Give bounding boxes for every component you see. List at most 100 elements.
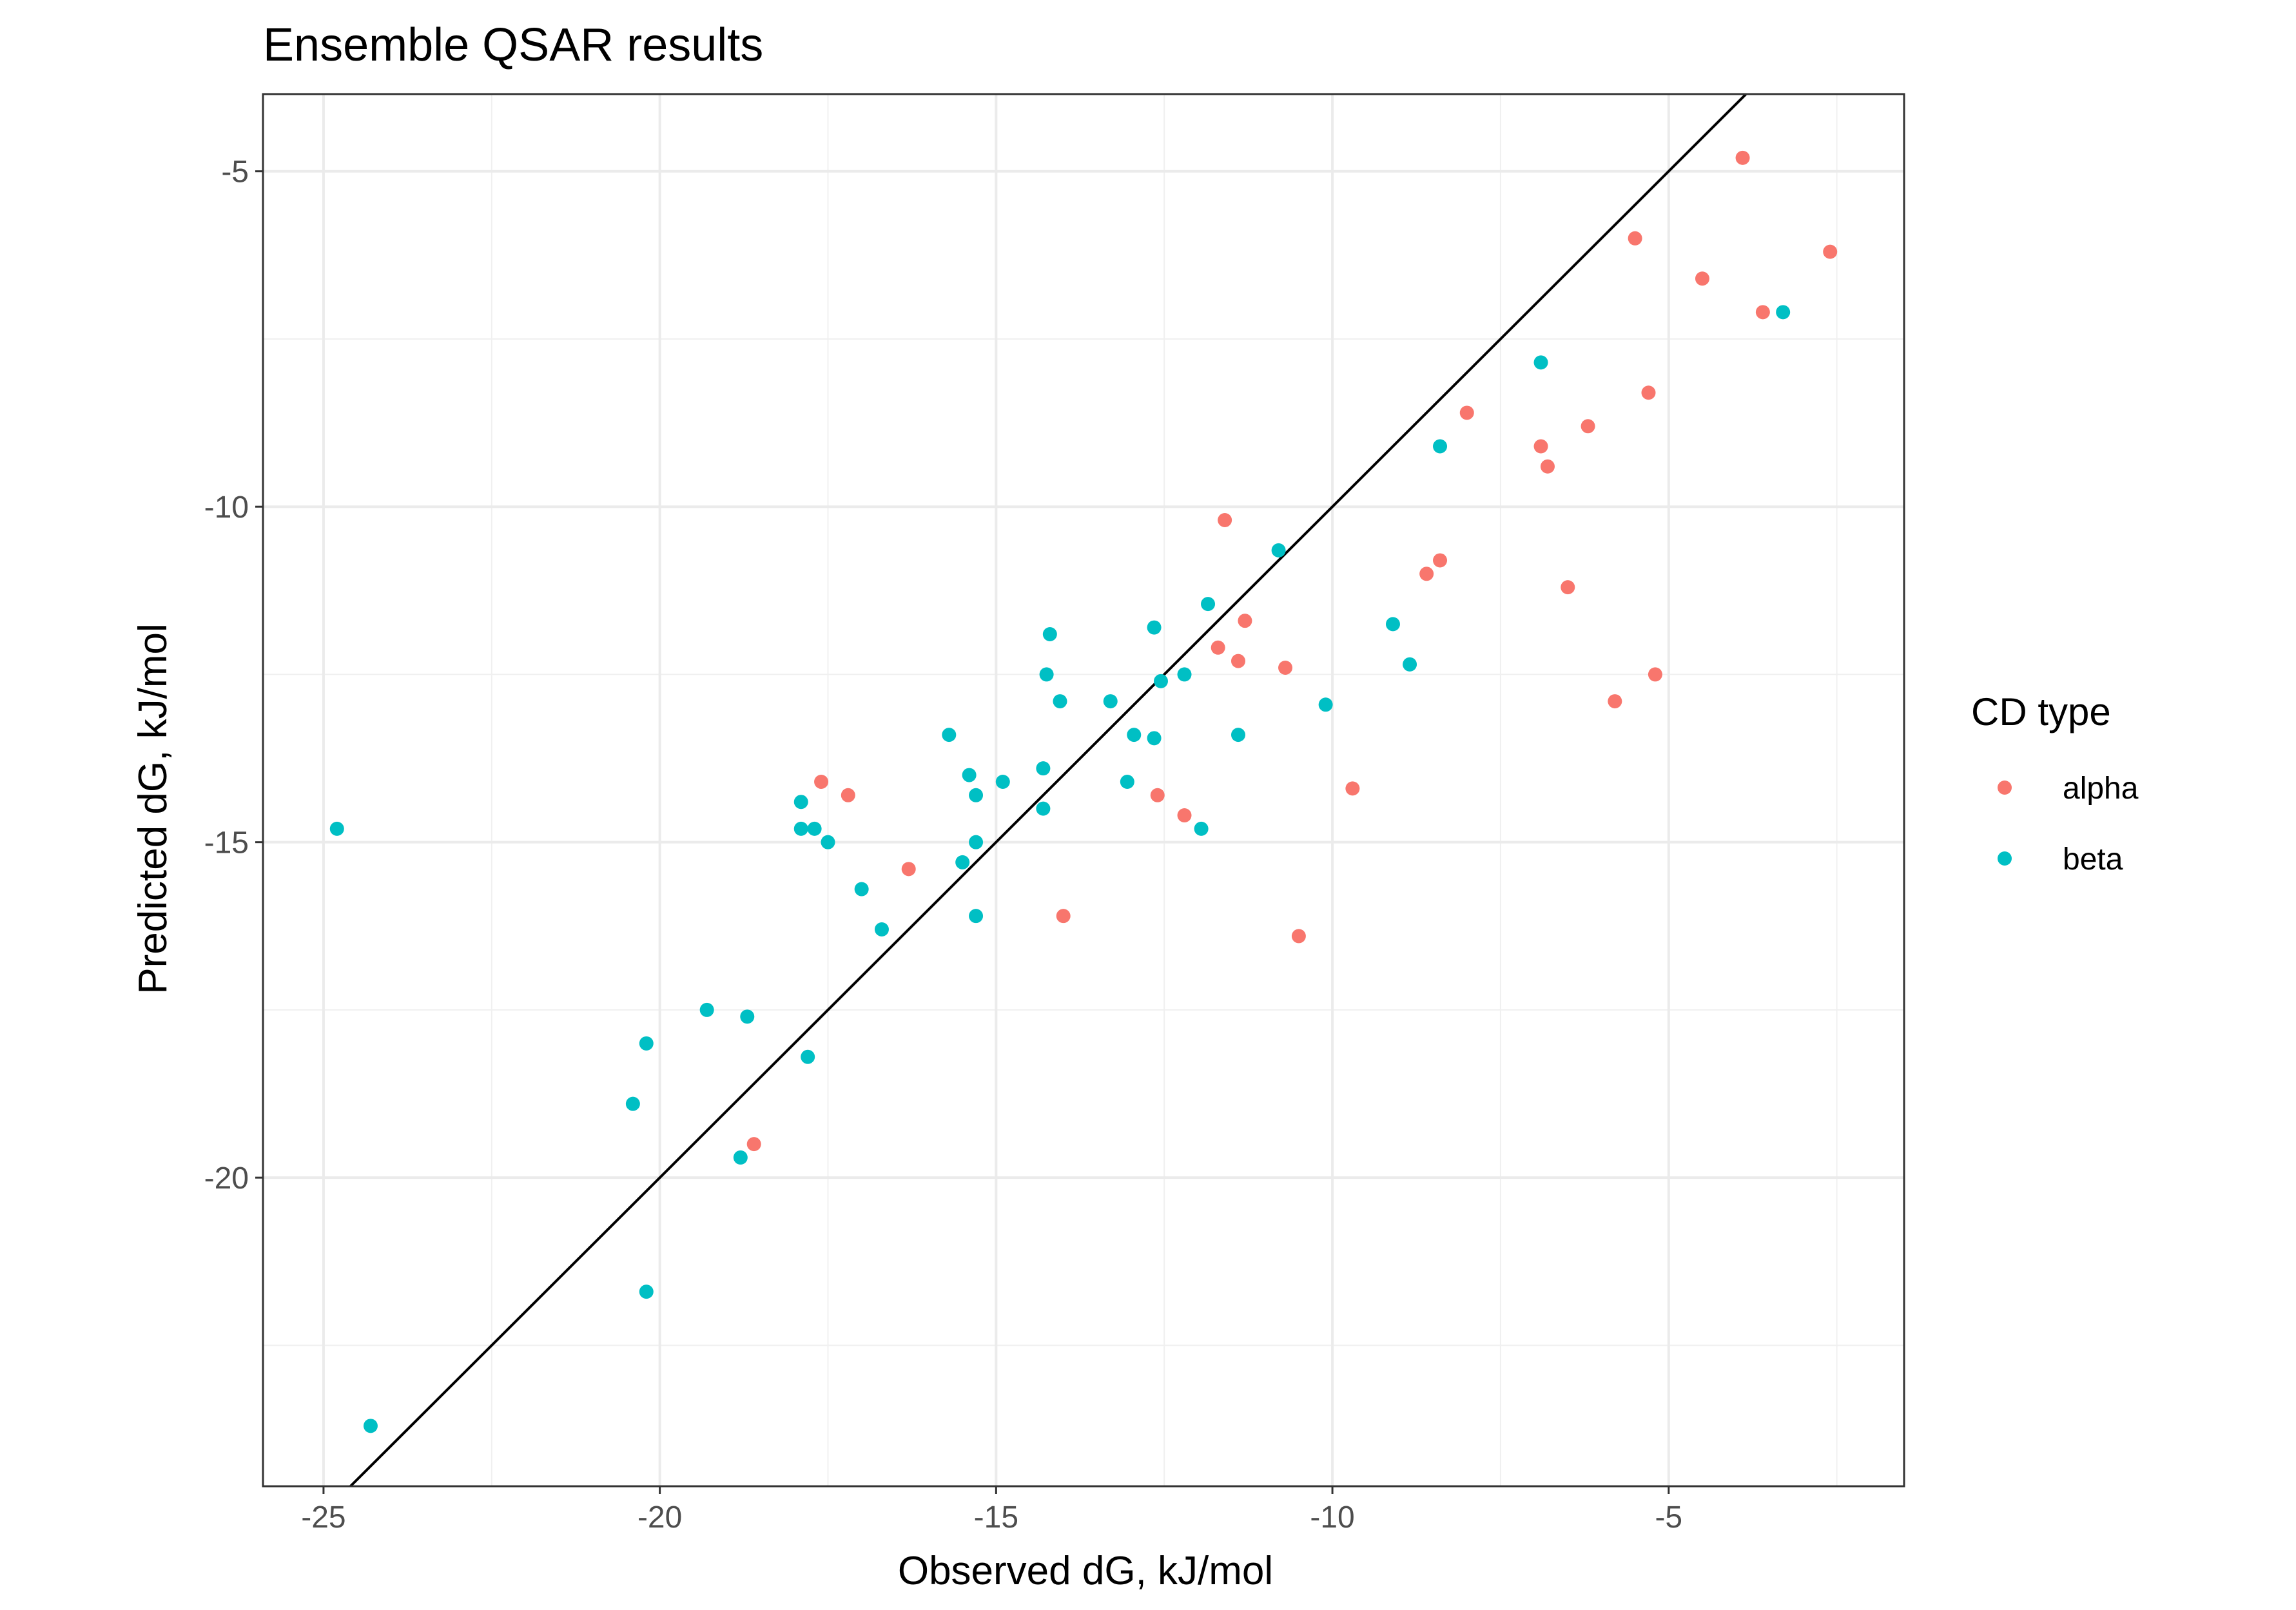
data-point-beta xyxy=(995,774,1010,789)
data-point-beta xyxy=(1318,697,1333,712)
x-tick-label: -10 xyxy=(1310,1500,1354,1535)
data-point-beta xyxy=(1147,731,1162,746)
data-point-beta xyxy=(1103,694,1118,709)
data-point-alpha xyxy=(1218,513,1232,528)
data-point-beta xyxy=(1385,617,1400,632)
legend-label-beta: beta xyxy=(2063,842,2123,877)
data-point-beta xyxy=(740,1009,755,1024)
legend-items: alpha beta xyxy=(1998,771,2139,877)
y-tick-label: -20 xyxy=(204,1161,249,1196)
x-axis-title: Observed dG, kJ/mol xyxy=(898,1549,1273,1593)
data-point-beta xyxy=(1433,439,1448,454)
legend-key-beta xyxy=(1998,851,2012,866)
data-point-beta xyxy=(1533,355,1548,370)
data-point-beta xyxy=(955,855,970,869)
legend: CD type alpha beta xyxy=(1971,690,2139,877)
data-point-alpha xyxy=(1150,788,1165,802)
data-point-alpha xyxy=(841,788,855,802)
data-point-beta xyxy=(639,1036,654,1051)
data-point-alpha xyxy=(1533,439,1548,454)
data-point-alpha xyxy=(1278,661,1293,675)
data-point-beta xyxy=(1053,694,1067,709)
data-point-beta xyxy=(1039,667,1054,682)
data-point-beta xyxy=(733,1150,748,1165)
data-point-alpha xyxy=(1419,567,1434,581)
reference-line-layer xyxy=(349,93,1747,1488)
data-point-beta xyxy=(1036,761,1051,776)
data-point-alpha xyxy=(814,774,829,789)
legend-title: CD type xyxy=(1971,690,2111,733)
data-point-alpha xyxy=(746,1137,761,1152)
data-point-alpha xyxy=(1608,694,1622,709)
chart-title: Ensemble QSAR results xyxy=(263,19,763,71)
data-point-alpha xyxy=(1459,405,1474,420)
data-point-beta xyxy=(363,1419,378,1433)
data-point-beta xyxy=(793,795,808,810)
data-point-beta xyxy=(854,882,869,897)
data-point-alpha xyxy=(1231,654,1245,668)
data-point-beta xyxy=(874,922,889,936)
data-point-beta xyxy=(801,1049,815,1064)
data-point-beta xyxy=(821,835,835,849)
x-tick-label: -5 xyxy=(1655,1500,1682,1535)
legend-key-alpha xyxy=(1998,781,2012,795)
data-point-alpha xyxy=(1291,929,1306,944)
data-point-alpha xyxy=(1238,614,1252,628)
minor-gridlines xyxy=(263,94,1904,1486)
data-point-alpha xyxy=(1561,580,1575,595)
identity-line xyxy=(349,93,1747,1488)
data-point-alpha xyxy=(901,862,916,877)
data-point-alpha xyxy=(1211,640,1225,655)
data-point-alpha xyxy=(1433,553,1448,568)
data-point-alpha xyxy=(1823,244,1838,259)
legend-label-alpha: alpha xyxy=(2063,771,2139,806)
data-point-beta xyxy=(699,1002,714,1017)
plot-background xyxy=(263,94,1904,1486)
data-point-beta xyxy=(807,821,822,836)
data-points xyxy=(329,150,1838,1433)
data-point-alpha xyxy=(1345,781,1360,796)
data-point-beta xyxy=(1403,657,1417,672)
x-axis: -25 -20 -15 -10 -5 xyxy=(301,1486,1682,1535)
data-point-beta xyxy=(1120,774,1134,789)
data-point-beta xyxy=(1153,674,1168,688)
data-point-beta xyxy=(639,1285,654,1299)
major-gridlines xyxy=(263,94,1904,1486)
data-point-beta xyxy=(1231,728,1245,742)
y-tick-label: -15 xyxy=(204,826,249,860)
data-point-alpha xyxy=(1581,419,1595,434)
data-point-beta xyxy=(942,728,957,742)
data-point-alpha xyxy=(1641,385,1656,400)
data-point-beta xyxy=(793,821,808,836)
data-point-beta xyxy=(962,768,977,782)
data-point-beta xyxy=(1201,597,1216,612)
x-tick-label: -15 xyxy=(974,1500,1018,1535)
data-point-beta xyxy=(1271,543,1286,558)
data-point-beta xyxy=(1776,305,1791,320)
data-point-beta xyxy=(1042,626,1057,641)
plot-border xyxy=(262,93,1905,1488)
data-point-beta xyxy=(1127,728,1142,742)
x-tick-label: -25 xyxy=(301,1500,345,1535)
data-point-alpha xyxy=(1735,150,1750,165)
y-axis-title: Predicted dG, kJ/mol xyxy=(131,623,175,994)
data-point-alpha xyxy=(1648,667,1662,682)
data-point-alpha xyxy=(1755,305,1770,320)
data-point-beta xyxy=(1036,801,1051,816)
x-tick-label: -20 xyxy=(637,1500,682,1535)
y-tick-label: -5 xyxy=(221,155,249,189)
data-point-beta xyxy=(329,821,344,836)
data-point-beta xyxy=(625,1096,640,1111)
plot-panel xyxy=(262,93,1905,1488)
data-point-beta xyxy=(1147,620,1162,635)
data-point-alpha xyxy=(1628,231,1642,246)
data-point-beta xyxy=(969,835,984,849)
data-point-beta xyxy=(969,909,984,924)
y-axis: -20 -15 -10 -5 xyxy=(204,155,263,1196)
data-point-beta xyxy=(1177,667,1192,682)
y-tick-label: -10 xyxy=(204,490,249,525)
data-point-alpha xyxy=(1540,459,1555,474)
data-point-alpha xyxy=(1056,909,1071,924)
data-point-beta xyxy=(969,788,984,802)
